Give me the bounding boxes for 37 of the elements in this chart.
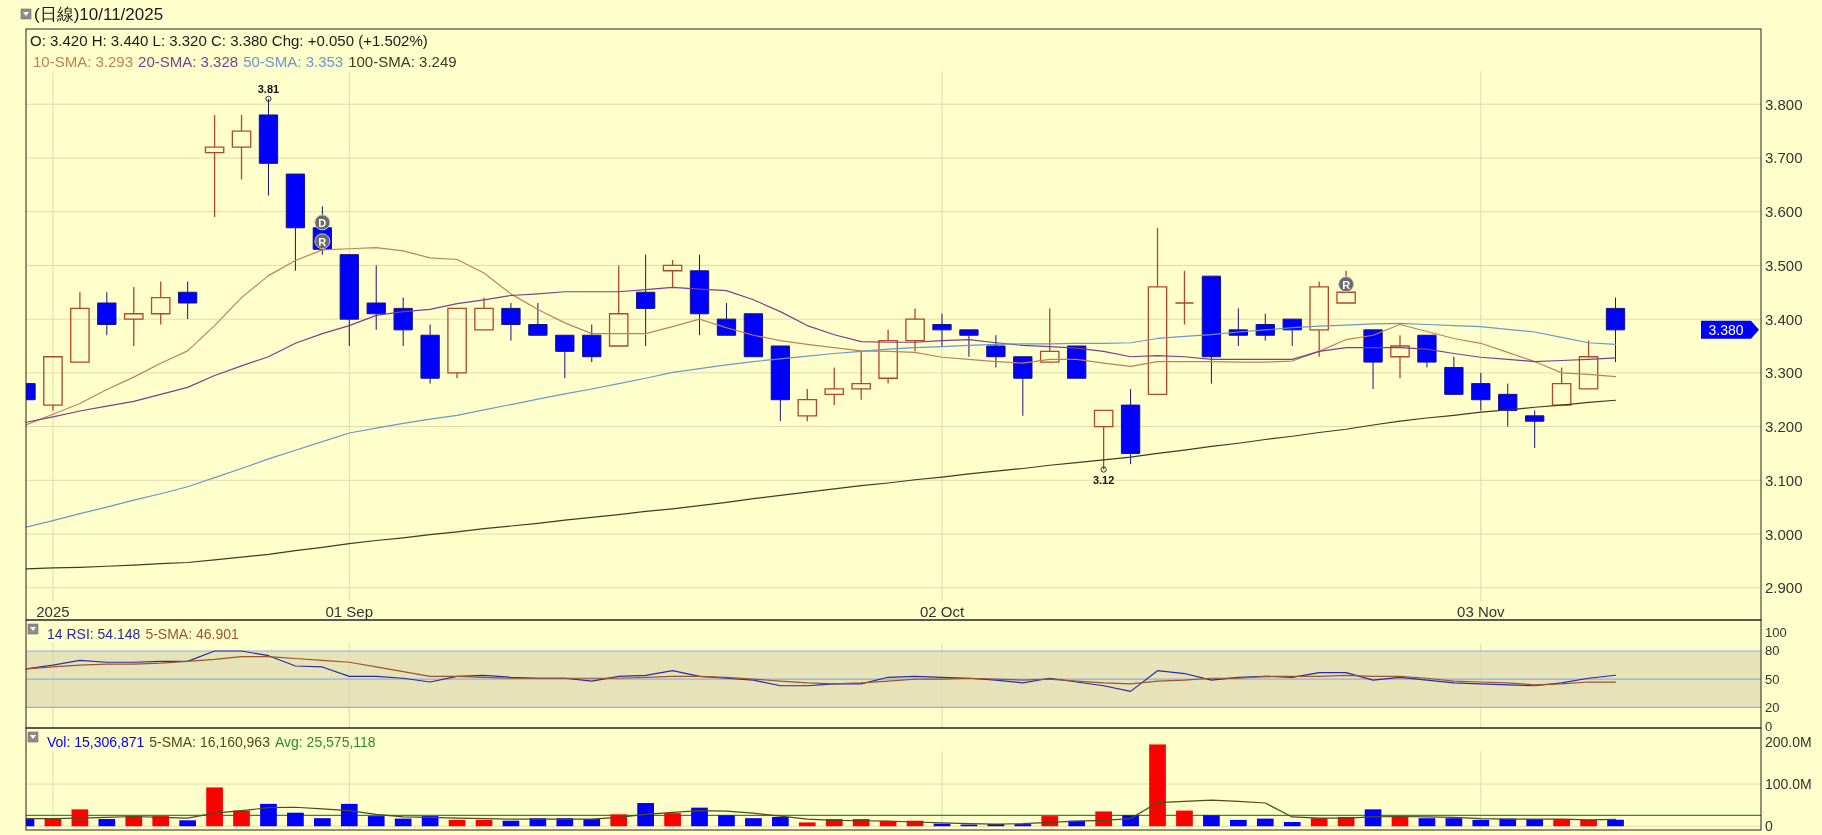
y-tick-label: 20 — [1765, 699, 1780, 715]
y-tick-label: 3.300 — [1765, 364, 1803, 382]
data-label: D — [318, 216, 327, 229]
legend: 14 RSI: 54.148 5-SMA: 46.901 — [47, 626, 239, 642]
annotation: 3.12 — [1092, 466, 1115, 486]
y-tick-label: 3.400 — [1765, 310, 1803, 328]
y-tick-label: 50 — [1765, 671, 1780, 687]
point: D — [314, 214, 331, 231]
x-tick-label: 02 Oct — [919, 602, 965, 620]
y-tick-label: 0 — [1765, 718, 1773, 734]
annotation: 3.12 — [1092, 473, 1115, 486]
y-tick-label: 3.200 — [1765, 418, 1803, 436]
x-tick-label: 2025 — [36, 602, 70, 620]
y-tick-label: 80 — [1765, 643, 1780, 659]
legend: Vol: 15,306,871 5-SMA: 16,160,963 Avg: 25,575,118 — [47, 734, 376, 750]
y-tick-label: 3.600 — [1765, 203, 1803, 221]
y-tick-label: 3.800 — [1765, 95, 1803, 113]
data-label: R — [318, 235, 327, 248]
y-tick-label: 3.500 — [1765, 256, 1803, 274]
y-tick-label: 100.0M — [1765, 776, 1812, 793]
chart-title: (日線)10/11/2025 — [34, 5, 164, 24]
x-tick-label: 03 Nov — [1457, 602, 1506, 620]
annotation: 3.81 — [257, 82, 280, 95]
data-label: R — [1342, 278, 1351, 291]
y-tick-label: 2.900 — [1765, 579, 1803, 597]
y-tick-label: 0 — [1765, 818, 1773, 835]
y-tick-label: 100 — [1765, 624, 1787, 640]
point: R — [1338, 276, 1355, 293]
y-tick-label: 3.000 — [1765, 525, 1803, 543]
y-tick-label: 3.100 — [1765, 471, 1803, 489]
x-tick-label: 01 Sep — [325, 602, 374, 620]
y-tick-label: 3.700 — [1765, 149, 1803, 167]
y-tick-label: 200.0M — [1765, 733, 1812, 750]
legend: 10-SMA: 3.293 20-SMA: 3.328 50-SMA: 3.353 100-SMA: 3.249 — [33, 52, 457, 70]
chart-subtitle: O: 3.420 H: 3.440 L: 3.320 C: 3.380 Chg: +0.050 (+1.502%) — [30, 31, 428, 49]
annotation: 3.81 — [257, 82, 280, 102]
point: R — [314, 233, 331, 250]
